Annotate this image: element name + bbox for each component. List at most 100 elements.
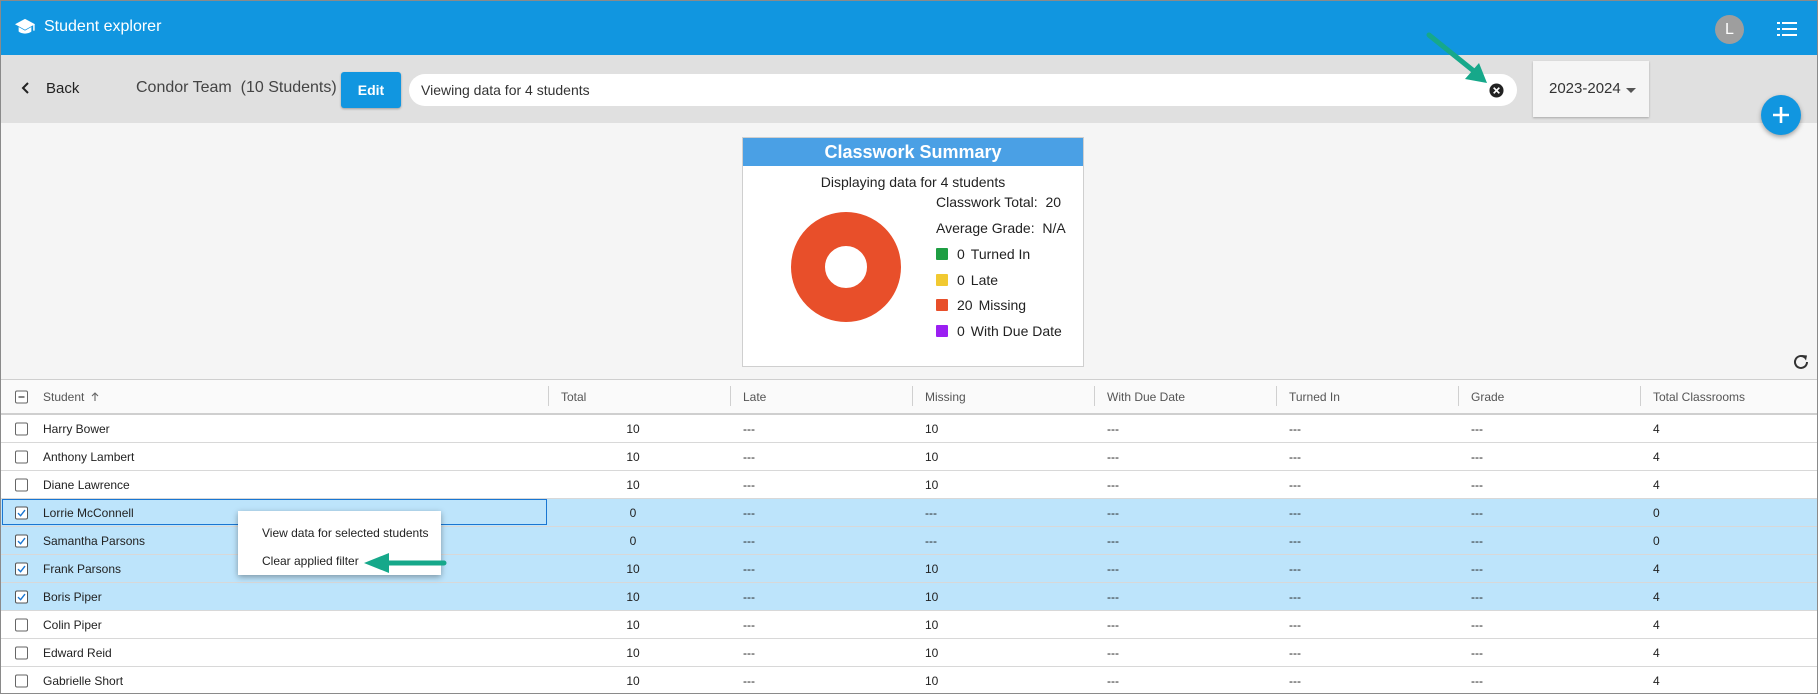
cell-turned-in: --- [1289,645,1301,660]
cell-missing: 10 [925,561,939,576]
table-row[interactable]: Edward Reid 10 --- 10 --- --- --- 4 [1,639,1817,667]
cell-missing: --- [925,533,937,548]
column-separator[interactable] [1458,386,1459,406]
column-separator[interactable] [1640,386,1641,406]
column-header-turned-in[interactable]: Turned In [1289,389,1340,404]
column-header-grade[interactable]: Grade [1471,389,1505,404]
legend-count: 0 [957,323,965,339]
cell-total-classrooms: 4 [1653,645,1660,660]
filter-text: Viewing data for 4 students [421,82,590,98]
column-separator[interactable] [548,386,549,406]
cell-grade: --- [1471,617,1483,632]
cell-turned-in: --- [1289,477,1301,492]
cell-turned-in: --- [1289,673,1301,688]
table-header: Student Total Late Missing With Due Date… [1,379,1817,415]
row-checkbox[interactable] [15,674,28,687]
cell-student-name: Gabrielle Short [43,673,124,688]
column-separator[interactable] [1276,386,1277,406]
column-header-late[interactable]: Late [743,389,767,404]
year-value: 2023-2024 [1549,80,1621,97]
menu-item-clear-filter[interactable]: Clear applied filter [262,554,359,568]
back-button[interactable]: Back [19,77,79,99]
row-checkbox[interactable] [15,506,28,519]
cell-total-classrooms: 4 [1653,673,1660,688]
cell-with-due-date: --- [1107,561,1119,576]
cell-turned-in: --- [1289,533,1301,548]
select-all-checkbox[interactable] [15,390,28,403]
cell-student-name: Diane Lawrence [43,477,130,492]
filter-field[interactable]: Viewing data for 4 students [409,74,1517,106]
cell-turned-in: --- [1289,561,1301,576]
check-icon [17,593,26,601]
cell-turned-in: --- [1289,421,1301,436]
cell-grade: --- [1471,673,1483,688]
row-checkbox[interactable] [15,450,28,463]
cell-missing: 10 [925,589,939,604]
cell-student-name: Samantha Parsons [43,533,146,548]
cell-missing: 10 [925,645,939,660]
cell-grade: --- [1471,421,1483,436]
cell-with-due-date: --- [1107,421,1119,436]
table-row[interactable]: Anthony Lambert 10 --- 10 --- --- --- 4 [1,443,1817,471]
classwork-total: Classwork Total: 20 [936,194,1061,210]
menu-item-view-selected[interactable]: View data for selected students [262,526,429,540]
graduation-cap-icon [15,18,35,34]
toolbar: Back Condor Team (10 Students) Edit View… [1,55,1817,123]
edit-button[interactable]: Edit [341,72,401,108]
cell-turned-in: --- [1289,589,1301,604]
classwork-summary-card: Classwork Summary Displaying data for 4 … [742,137,1084,367]
table-row[interactable]: Diane Lawrence 10 --- 10 --- --- --- 4 [1,471,1817,499]
cell-grade: --- [1471,645,1483,660]
cell-total-classrooms: 4 [1653,477,1660,492]
legend-missing: 20 Missing [936,297,1026,313]
row-checkbox[interactable] [15,590,28,603]
column-header-missing[interactable]: Missing [925,389,966,404]
refresh-icon[interactable] [1792,353,1810,371]
user-avatar[interactable]: L [1715,15,1744,44]
cell-total-classrooms: 0 [1653,533,1660,548]
column-header-total[interactable]: Total [561,389,587,404]
list-menu-icon[interactable] [1777,21,1797,37]
column-separator[interactable] [730,386,731,406]
table-row[interactable]: Colin Piper 10 --- 10 --- --- --- 4 [1,611,1817,639]
cell-with-due-date: --- [1107,533,1119,548]
check-icon [17,509,26,517]
cell-grade: --- [1471,477,1483,492]
cell-with-due-date: --- [1107,477,1119,492]
year-select[interactable]: 2023-2024 [1533,61,1649,117]
cell-grade: --- [1471,449,1483,464]
table-row[interactable]: Gabrielle Short 10 --- 10 --- --- --- 4 [1,667,1817,693]
legend-count: 0 [957,246,965,262]
cell-late: --- [743,589,755,604]
chevron-left-icon [21,82,29,94]
row-checkbox[interactable] [15,422,28,435]
cell-grade: --- [1471,589,1483,604]
table-row[interactable]: Boris Piper 10 --- 10 --- --- --- 4 [1,583,1817,611]
close-circle-icon[interactable] [1489,83,1504,98]
cell-total: 10 [626,673,640,688]
cell-missing: 10 [925,673,939,688]
column-header-total-classrooms[interactable]: Total Classrooms [1653,389,1746,404]
column-separator[interactable] [1094,386,1095,406]
table-row[interactable]: Harry Bower 10 --- 10 --- --- --- 4 [1,415,1817,443]
check-icon [17,565,26,573]
avg-label: Average Grade: [936,220,1035,236]
cell-student-name: Edward Reid [43,645,112,660]
app-title: Student explorer [44,18,162,35]
column-separator[interactable] [912,386,913,406]
row-checkbox[interactable] [15,618,28,631]
row-checkbox[interactable] [15,646,28,659]
legend-turned-in: 0 Turned In [936,246,1030,262]
cell-total-classrooms: 4 [1653,449,1660,464]
row-checkbox[interactable] [15,478,28,491]
cell-late: --- [743,645,755,660]
row-checkbox[interactable] [15,562,28,575]
cell-total: 10 [626,477,640,492]
column-header-with-due-date[interactable]: With Due Date [1107,389,1186,404]
column-header-student[interactable]: Student [43,380,100,413]
cell-late: --- [743,617,755,632]
cell-total-classrooms: 4 [1653,561,1660,576]
summary-title: Classwork Summary [743,138,1083,166]
row-checkbox[interactable] [15,534,28,547]
add-button[interactable] [1761,95,1801,135]
